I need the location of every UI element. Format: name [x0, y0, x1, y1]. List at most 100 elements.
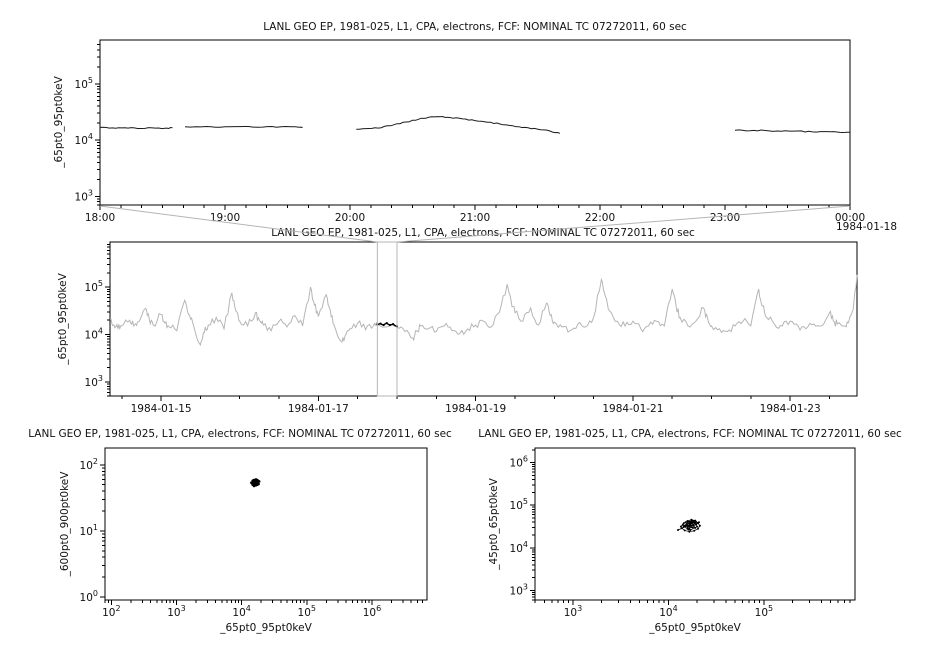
svg-text:103: 103 — [510, 583, 528, 598]
svg-text:20:00: 20:00 — [335, 212, 365, 224]
scatter-point — [698, 524, 701, 527]
svg-text:1984-01-21: 1984-01-21 — [602, 403, 663, 415]
scatter-point — [254, 484, 257, 487]
svg-text:22:00: 22:00 — [585, 212, 615, 224]
svg-text:105: 105 — [510, 497, 528, 512]
scatter-point — [685, 523, 688, 525]
series-marker — [379, 322, 382, 325]
svg-text:1984-01-15: 1984-01-15 — [131, 403, 192, 415]
scatter-point — [691, 526, 694, 529]
scatter-point — [679, 525, 682, 528]
scatter-point — [682, 522, 685, 525]
svg-text:103: 103 — [75, 188, 93, 203]
series-marker — [388, 323, 392, 327]
svg-text:103: 103 — [85, 374, 103, 389]
scatter-point — [688, 530, 691, 533]
scatter-point — [686, 526, 689, 528]
data-series — [250, 478, 261, 488]
svg-text:1984-01-23: 1984-01-23 — [760, 403, 821, 415]
scatter-point — [687, 528, 690, 531]
scatter-point — [690, 521, 693, 524]
scatter-point — [255, 481, 258, 485]
panel-scatter-45-65[interactable]: LANL GEO EP, 1981-025, L1, CPA, electron… — [478, 428, 902, 634]
zoom-connector[interactable] — [99, 205, 851, 397]
data-series — [99, 115, 850, 134]
svg-text:18:00: 18:00 — [85, 212, 115, 224]
scatter-point — [677, 529, 679, 531]
svg-text:103: 103 — [167, 604, 185, 619]
series-line — [356, 115, 561, 134]
svg-text:23:00: 23:00 — [710, 212, 740, 224]
scatter-point — [255, 478, 259, 482]
axis-ticks — [100, 447, 428, 605]
svg-text:105: 105 — [298, 604, 316, 619]
svg-text:105: 105 — [755, 604, 773, 619]
panel-zoom-timeseries[interactable]: LANL GEO EP, 1981-025, L1, CPA, electron… — [53, 21, 897, 233]
plot-frame — [99, 39, 851, 206]
scatter-point — [681, 523, 684, 526]
svg-text:101: 101 — [80, 523, 98, 538]
scatter-point — [694, 526, 697, 529]
svg-text:21:00: 21:00 — [460, 212, 490, 224]
svg-text:100: 100 — [80, 589, 98, 604]
series-line — [184, 125, 303, 129]
scatter-point — [683, 529, 686, 532]
y-axis-label: _600pt0_900pt0keV — [59, 471, 71, 578]
panel-title: LANL GEO EP, 1981-025, L1, CPA, electron… — [28, 428, 452, 440]
plot-frame — [104, 447, 428, 601]
scatter-point — [252, 482, 256, 485]
scatter-point — [695, 523, 698, 526]
panel-title: LANL GEO EP, 1981-025, L1, CPA, electron… — [271, 227, 695, 239]
y-axis-label: _65pt0_95pt0keV — [53, 75, 65, 168]
svg-text:105: 105 — [75, 76, 93, 91]
series-line — [734, 129, 850, 134]
svg-text:104: 104 — [510, 540, 528, 555]
scatter-point — [693, 529, 696, 532]
scatter-point — [697, 527, 699, 530]
x-axis-date-label: 1984-01-18 — [836, 221, 897, 233]
scatter-point — [682, 525, 685, 528]
svg-text:1984-01-19: 1984-01-19 — [445, 403, 506, 415]
scatter-point — [695, 520, 698, 523]
svg-text:106: 106 — [363, 604, 381, 619]
series-marker — [391, 322, 395, 326]
scatter-plot-area-right[interactable]: 103 104 105 106 103 104 105 — [510, 447, 856, 619]
data-series — [677, 518, 701, 533]
panel-context-timeseries[interactable]: LANL GEO EP, 1981-025, L1, CPA, electron… — [57, 227, 858, 415]
svg-text:104: 104 — [232, 604, 250, 619]
series-line — [99, 126, 173, 130]
scatter-plot-area-left[interactable]: 100 101 102 102 103 104 105 106 — [80, 447, 428, 619]
axis-ticks — [530, 447, 856, 605]
svg-text:103: 103 — [564, 604, 582, 619]
panel-scatter-600-900[interactable]: LANL GEO EP, 1981-025, L1, CPA, electron… — [28, 428, 452, 634]
scatter-point — [691, 519, 694, 522]
svg-text:106: 106 — [510, 455, 528, 470]
plot-frame — [534, 447, 856, 601]
y-axis-label: _65pt0_95pt0keV — [57, 272, 69, 365]
scatter-point — [680, 527, 683, 530]
svg-text:104: 104 — [659, 604, 677, 619]
zoom-region-box[interactable] — [376, 241, 398, 397]
data-series — [110, 274, 858, 347]
series-line — [110, 274, 858, 347]
svg-text:104: 104 — [75, 132, 93, 147]
scatter-point — [250, 481, 253, 485]
y-axis-label: _45pt0_65pt0keV — [488, 477, 500, 570]
context-plot-area[interactable]: 103 104 105 1984-01-15 1984-01-17 1984-01-19 1… — [85, 241, 858, 415]
scatter-point — [689, 529, 692, 531]
series-marker — [382, 323, 385, 327]
svg-text:102: 102 — [102, 604, 120, 619]
svg-text:1984-01-17: 1984-01-17 — [288, 403, 349, 415]
scatter-point — [698, 521, 700, 524]
scatter-point — [696, 525, 699, 528]
x-axis-label: _65pt0_95pt0keV — [648, 622, 741, 634]
scatter-point — [692, 523, 695, 526]
svg-text:105: 105 — [85, 279, 103, 294]
svg-text:104: 104 — [85, 326, 103, 341]
panel-title: LANL GEO EP, 1981-025, L1, CPA, electron… — [263, 21, 687, 33]
scatter-point — [689, 523, 692, 526]
scatter-point — [255, 483, 259, 487]
scatter-point — [687, 520, 690, 523]
